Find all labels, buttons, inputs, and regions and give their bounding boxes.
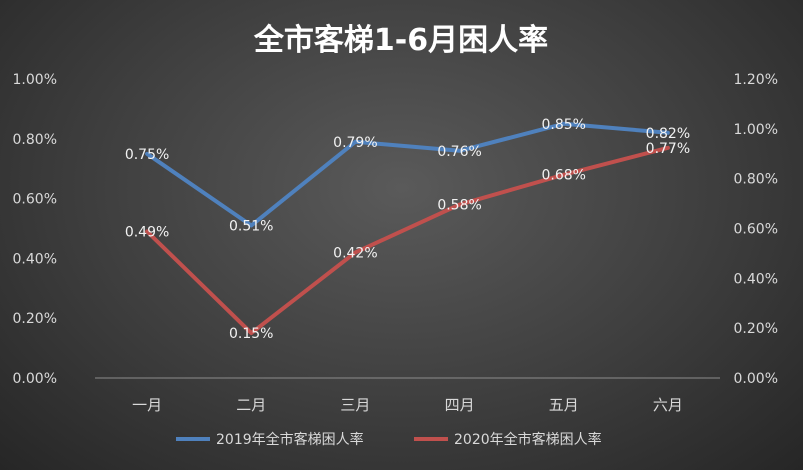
- data-label: 0.76%: [437, 144, 481, 160]
- legend-2020-label: 2020年全市客梯困人率: [454, 431, 602, 448]
- left-tick-label: 0.20%: [13, 311, 57, 327]
- data-label: 0.85%: [542, 117, 586, 133]
- x-tick-label: 一月: [132, 396, 162, 414]
- data-label: 0.49%: [125, 224, 169, 240]
- data-label: 0.77%: [646, 141, 690, 157]
- chart-title: 全市客梯1-6月困人率: [253, 23, 548, 58]
- series-line-0: [145, 121, 670, 228]
- x-axis: 一月 二月 三月 四月 五月 六月: [95, 377, 720, 414]
- series-lines: [145, 121, 670, 336]
- left-tick-label: 0.60%: [13, 192, 57, 208]
- right-tick-label: 0.20%: [734, 321, 778, 337]
- data-label: 0.82%: [646, 126, 690, 142]
- x-tick-label: 三月: [340, 396, 370, 414]
- data-label: 0.15%: [229, 326, 273, 342]
- right-tick-label: 0.60%: [734, 222, 778, 238]
- left-tick-label: 0.40%: [13, 251, 57, 267]
- left-tick-label: 0.80%: [13, 132, 57, 148]
- x-tick-label: 六月: [653, 396, 683, 414]
- x-tick-label: 五月: [549, 396, 579, 414]
- left-tick-label: 0.00%: [13, 371, 57, 387]
- right-y-axis: 0.00% 0.20% 0.40% 0.60% 0.80% 1.00% 1.20%: [734, 72, 778, 387]
- data-label: 0.79%: [333, 135, 377, 151]
- series-line-1: [145, 145, 670, 336]
- x-tick-label: 四月: [445, 396, 475, 414]
- right-tick-label: 0.80%: [734, 172, 778, 188]
- x-tick-label: 二月: [236, 396, 266, 414]
- data-label: 0.51%: [229, 219, 273, 235]
- data-label: 0.68%: [542, 168, 586, 184]
- right-tick-label: 1.00%: [734, 122, 778, 138]
- right-tick-label: 1.20%: [734, 72, 778, 88]
- right-tick-label: 0.00%: [734, 371, 778, 387]
- data-label: 0.42%: [333, 245, 377, 261]
- legend: 2019年全市客梯困人率 2020年全市客梯困人率: [176, 431, 602, 448]
- data-label: 0.58%: [437, 198, 481, 214]
- right-tick-label: 0.40%: [734, 271, 778, 287]
- left-tick-label: 1.00%: [13, 72, 57, 88]
- data-labels: 0.75% 0.51% 0.79% 0.76% 0.85% 0.82% 0.49% 0.15%…: [125, 117, 690, 342]
- left-y-axis: 0.00% 0.20% 0.40% 0.60% 0.80% 1.00%: [13, 72, 57, 387]
- data-label: 0.75%: [125, 147, 169, 163]
- legend-2019-label: 2019年全市客梯困人率: [216, 431, 364, 448]
